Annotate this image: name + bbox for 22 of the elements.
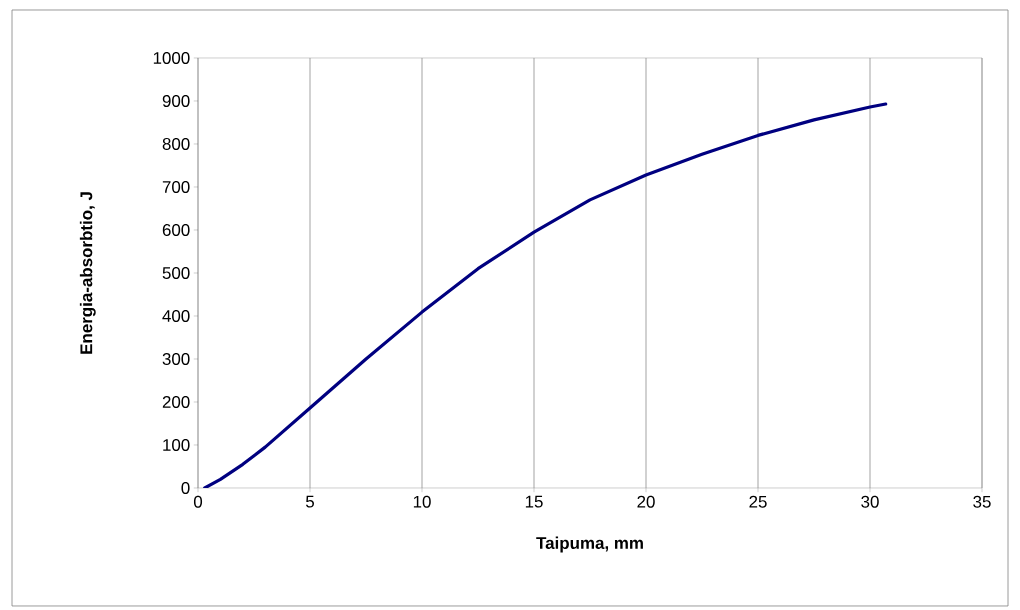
y-tick-label: 1000	[153, 51, 190, 64]
y-tick-label: 300	[162, 352, 190, 365]
y-tick-label: 400	[162, 309, 190, 322]
y-tick-label: 600	[162, 223, 190, 236]
y-tick-label: 200	[162, 395, 190, 408]
x-tick-label: 25	[749, 495, 767, 508]
y-tick-label: 700	[162, 180, 190, 193]
x-axis-title: Taipuma, mm	[536, 536, 643, 553]
line-series	[203, 102, 888, 488]
y-tick-label: 500	[162, 266, 190, 279]
x-tick-label: 30	[861, 495, 879, 508]
y-tick-label: 0	[181, 481, 190, 494]
y-tick-label: 800	[162, 137, 190, 150]
x-tick-label: 10	[413, 495, 431, 508]
y-axis-title: Energia-absorbtio, J	[79, 192, 96, 354]
x-tick-label: 15	[525, 495, 543, 508]
x-tick-label: 0	[193, 495, 203, 508]
y-tick-label: 900	[162, 94, 190, 107]
x-tick-label: 35	[973, 495, 991, 508]
x-tick-label: 5	[305, 495, 314, 508]
y-tick-label: 100	[163, 438, 190, 451]
x-tick-label: 20	[637, 495, 655, 508]
